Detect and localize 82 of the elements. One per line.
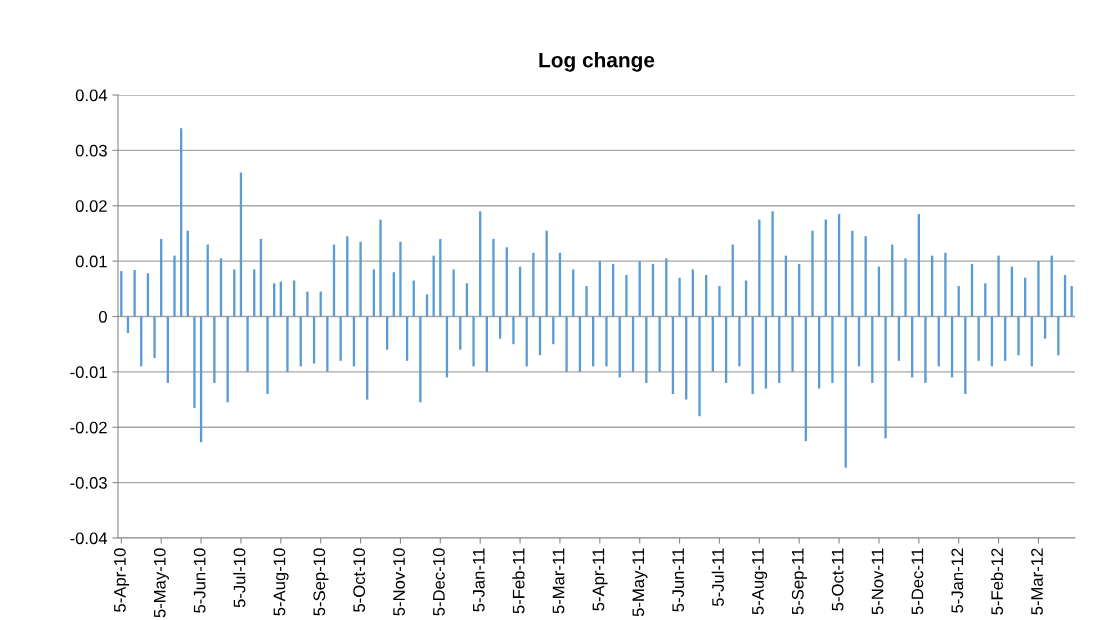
x-tick-label: 5-May-10 (153, 548, 169, 618)
x-tick-label: 5-Aug-10 (273, 548, 289, 616)
x-tick-label: 5-Jan-12 (951, 548, 964, 613)
bar (977, 316, 980, 361)
bar (791, 316, 794, 372)
bar (605, 316, 608, 367)
bar (678, 277, 681, 317)
bar (492, 238, 495, 317)
bar (1037, 261, 1040, 317)
x-tick-label: 5-Sep-10 (313, 548, 329, 616)
bar (1057, 316, 1060, 356)
bar (658, 316, 661, 372)
x-tick-label: 5-Oct-11 (831, 548, 844, 611)
bar (286, 316, 289, 372)
bar (964, 316, 967, 395)
bar (339, 316, 342, 361)
x-tick-label: 5-Dec-11 (911, 548, 924, 615)
bar (193, 316, 196, 408)
bar (864, 236, 867, 317)
y-tick-label: -0.01 (70, 366, 107, 379)
bar (1017, 316, 1020, 356)
y-tick-label: -0.02 (70, 421, 107, 434)
bar (359, 241, 362, 317)
bar (173, 255, 176, 317)
y-tick-label: 0.04 (75, 89, 108, 102)
x-tick-label: 5-Feb-12 (990, 548, 1004, 615)
bar (718, 286, 721, 317)
bar (565, 316, 568, 372)
x-tick-label: 5-Jun-10 (193, 548, 206, 613)
bar (625, 274, 628, 317)
x-tick-label: 5-Sep-11 (791, 548, 807, 615)
bar (419, 316, 422, 403)
x-tick-label: 5-Dec-10 (432, 548, 445, 616)
bar (399, 241, 402, 317)
x-tick-label: 5-Feb-11 (512, 548, 525, 614)
bar (904, 258, 907, 317)
x-tick-label: 5-Jan-11 (473, 548, 485, 612)
bar (153, 316, 156, 359)
bar (472, 316, 475, 367)
x-tick-label: 5-Oct-10 (353, 548, 366, 612)
y-tick-label: -0.04 (70, 532, 108, 545)
bar (585, 286, 588, 317)
x-tick-label: 5-May-11 (632, 548, 648, 617)
bar (545, 230, 548, 317)
chart-title: Log change (539, 52, 655, 72)
x-tick-label: 5-Mar-11 (552, 548, 565, 614)
y-tick-label: 0.01 (75, 255, 107, 268)
bar (645, 316, 648, 383)
bar (884, 316, 887, 439)
y-tick-label: 0.03 (75, 144, 107, 157)
x-tick-label: 5-Jul-10 (233, 548, 246, 608)
bar (997, 255, 1000, 317)
bar (452, 269, 455, 317)
x-tick-label: 5-Nov-11 (871, 548, 884, 615)
bar (246, 316, 249, 372)
y-tick-label: 0 (98, 310, 107, 323)
bar (811, 230, 814, 317)
bar (306, 291, 309, 317)
bar (851, 230, 854, 317)
bar (133, 269, 136, 317)
bar (698, 316, 701, 417)
x-tick-label: 5-Apr-11 (592, 548, 608, 611)
bar (266, 316, 269, 395)
bar (738, 316, 741, 367)
x-tick-label: 5-Jul-11 (711, 548, 724, 607)
bar (771, 211, 774, 317)
x-tick-label: 5-Nov-10 (393, 548, 405, 616)
bar (326, 316, 329, 372)
x-tick-label: 5-Jun-11 (672, 548, 685, 612)
x-tick-label: 5-Mar-12 (1031, 548, 1043, 615)
x-tick-label: 5-Apr-10 (113, 548, 130, 612)
bar (512, 316, 515, 345)
x-tick-label: 5-Aug-11 (752, 548, 768, 615)
bar (379, 219, 382, 317)
bar (924, 316, 927, 383)
bar (213, 316, 216, 383)
bar (831, 316, 834, 383)
bar (944, 252, 947, 317)
bar (226, 316, 229, 403)
y-tick-label: -0.03 (70, 477, 107, 489)
bar (532, 252, 535, 317)
y-tick-label: 0.02 (75, 200, 107, 212)
